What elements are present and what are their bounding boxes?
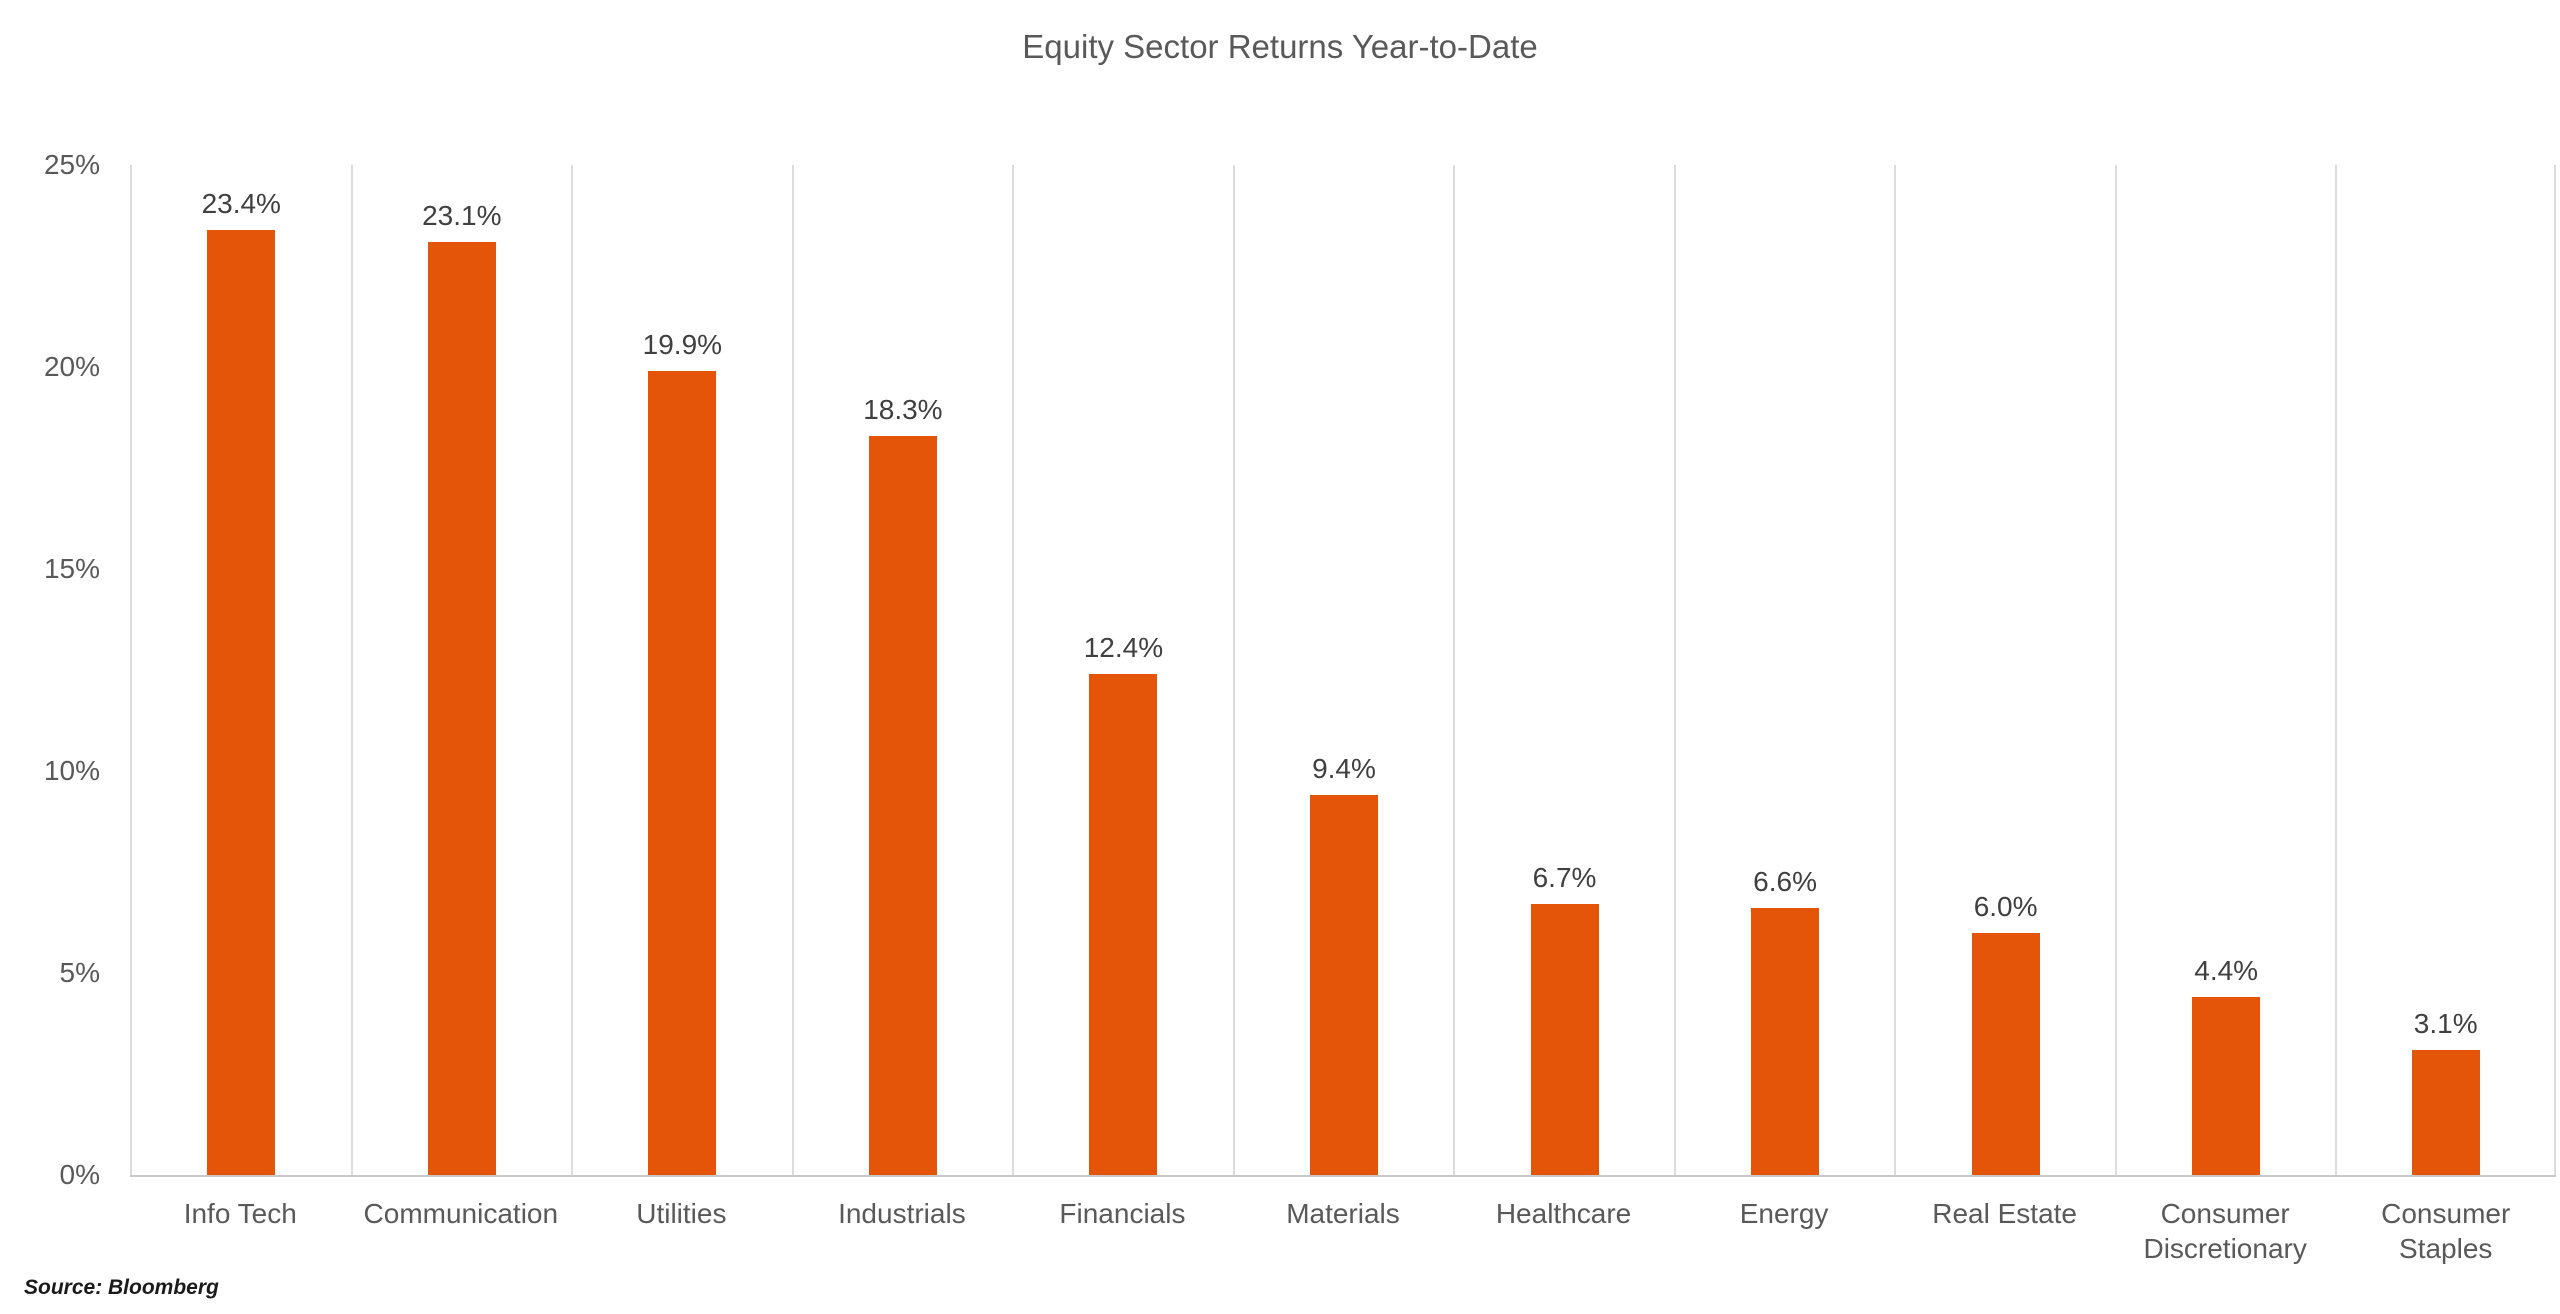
- category-label: Financials: [1059, 1198, 1186, 1229]
- value-label: 23.1%: [422, 199, 502, 231]
- bar: [1971, 932, 2040, 1175]
- category-slot: 18.3%: [791, 165, 1013, 1175]
- y-axis-tick-label: 5%: [59, 957, 100, 988]
- y-axis-tick-label: 0%: [59, 1159, 100, 1190]
- category-slot: 12.4%: [1012, 165, 1233, 1175]
- category-label: Materials: [1286, 1198, 1400, 1229]
- category-slot: 23.1%: [350, 165, 572, 1175]
- category-label: Real Estate: [1932, 1198, 2077, 1229]
- y-axis-tick-label: 15%: [43, 553, 100, 584]
- value-label: 9.4%: [1312, 753, 1376, 785]
- category-label: Info Tech: [183, 1198, 297, 1229]
- category-slot: 4.4%: [2114, 165, 2336, 1175]
- y-axis-tick-label: 10%: [43, 755, 100, 786]
- category-label: Consumer Staples: [2381, 1198, 2511, 1264]
- category-slot: 9.4%: [1232, 165, 1454, 1175]
- bar: [427, 241, 496, 1175]
- value-label: 6.0%: [1973, 890, 2038, 922]
- category-label: Communication: [363, 1198, 559, 1229]
- value-label: 6.6%: [1753, 866, 1817, 898]
- category-label: Utilities: [636, 1198, 727, 1229]
- value-label: 19.9%: [642, 329, 723, 361]
- value-label: 3.1%: [2413, 1007, 2478, 1039]
- category-slot: 3.1%: [2335, 165, 2556, 1175]
- source-note: Source: Bloomberg: [24, 1276, 219, 1299]
- value-label: 23.4%: [201, 187, 281, 219]
- value-label: 6.7%: [1532, 862, 1597, 894]
- bar: [2411, 1049, 2480, 1175]
- bar: [648, 371, 717, 1175]
- category-slot: 6.6%: [1673, 165, 1895, 1175]
- category-slot: 19.9%: [571, 165, 792, 1175]
- value-label: 12.4%: [1083, 632, 1164, 664]
- bar: [1309, 795, 1378, 1175]
- bar: [207, 229, 276, 1175]
- category-slot: 6.7%: [1453, 165, 1674, 1175]
- category-slot: 6.0%: [1894, 165, 2115, 1175]
- chart-title: Equity Sector Returns Year-to-Date: [1022, 28, 1538, 65]
- y-axis-tick-label: 25%: [43, 149, 100, 180]
- category-label: Energy: [1739, 1198, 1829, 1229]
- value-label: 4.4%: [2194, 955, 2259, 987]
- bar: [868, 435, 937, 1175]
- bar: [2192, 997, 2261, 1175]
- bar: [1089, 674, 1158, 1175]
- category-label: Healthcare: [1495, 1198, 1632, 1229]
- plot-area: 23.4% 23.1% 19.9% 18.3% 12.4% 9.4% 6.7% 6.6% 6.0…: [130, 165, 2556, 1177]
- bar: [1530, 904, 1599, 1175]
- y-axis-tick-label: 20%: [43, 351, 100, 382]
- category-label: Industrials: [838, 1198, 966, 1229]
- bar: [1751, 908, 1820, 1175]
- category-slot: 23.4%: [130, 165, 351, 1175]
- value-label: 18.3%: [863, 393, 943, 425]
- category-label: Consumer Discretionary: [2143, 1198, 2307, 1264]
